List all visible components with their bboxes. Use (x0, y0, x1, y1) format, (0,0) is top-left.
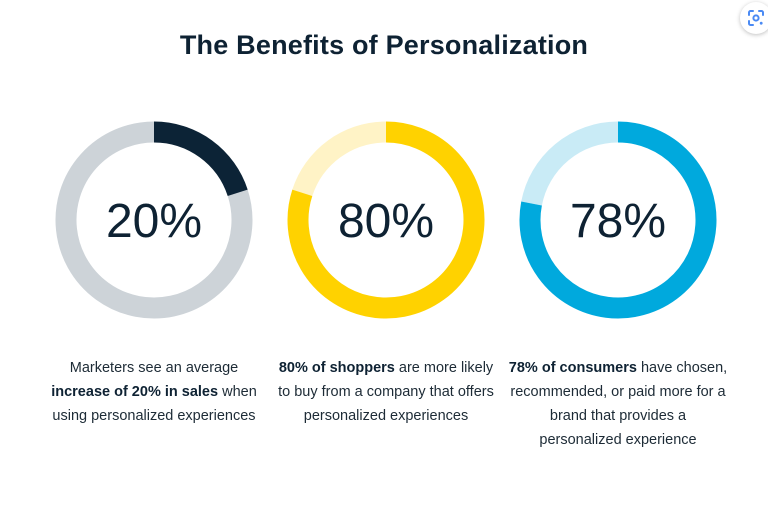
caption-post: when using personalized experiences (52, 384, 257, 424)
donut-track (292, 121, 387, 197)
caption-consumers: 78% of consumers have chosen, recommende… (508, 356, 728, 452)
caption-bold: 80% of shoppers (278, 360, 395, 376)
donut-value-arc (287, 121, 485, 319)
donut-value-label: 20% (106, 195, 202, 248)
caption-post: are more likely to buy from a company th… (278, 360, 494, 424)
donut-value-arc (153, 121, 248, 197)
donut-marketers: 20% (55, 121, 253, 319)
donut-value-label: 78% (570, 195, 666, 248)
donut-shoppers: 80% (287, 121, 485, 319)
donut-track (521, 121, 619, 206)
page-title: The Benefits of Personalization (179, 30, 589, 60)
donut-value-arc (519, 121, 717, 319)
caption-marketers: Marketers see an average increase of 20%… (44, 356, 264, 428)
donut-charts: 20% 80% 78% (55, 121, 717, 319)
donut-track (55, 121, 253, 319)
donut-consumers: 78% (519, 121, 717, 319)
google-lens-button[interactable] (740, 2, 768, 34)
caption-shoppers: 80% of shoppers are more likely to buy f… (276, 356, 496, 428)
caption-pre: Marketers see an average (69, 360, 239, 376)
caption-bold: 78% of consumers (508, 360, 637, 376)
donut-value-label: 80% (338, 195, 434, 248)
caption-post: have chosen, recommended, or paid more f… (510, 360, 728, 448)
caption-bold: increase of 20% in sales (51, 384, 219, 400)
google-lens-icon (748, 10, 764, 26)
